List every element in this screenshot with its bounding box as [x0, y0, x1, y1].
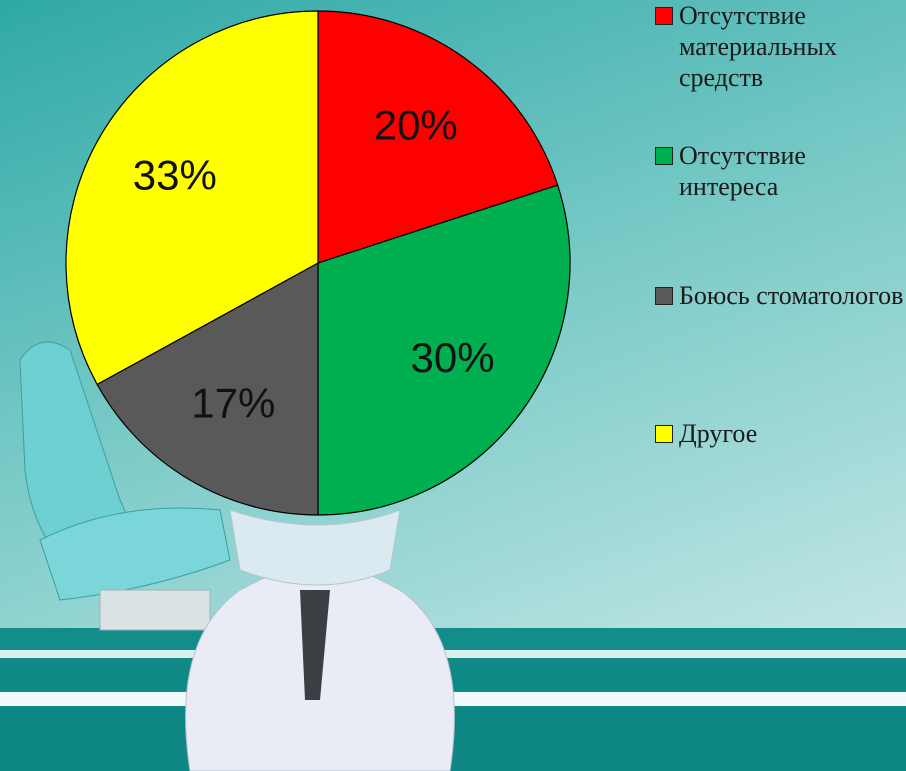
legend-swatch [655, 147, 673, 165]
slice-label: 17% [191, 379, 275, 426]
slide: 20% 30% 17% 33% Отсутствие материальных сре… [0, 0, 906, 771]
stripe [0, 650, 906, 658]
legend-item: Боюсь стоматологов [655, 280, 906, 311]
legend-swatch [655, 287, 673, 305]
legend-swatch [655, 425, 673, 443]
legend-label: Отсутствие материальных средств [679, 0, 904, 93]
slice-label: 20% [374, 102, 458, 149]
stripe [0, 628, 906, 650]
legend-item: Другое [655, 418, 906, 449]
legend-item: Отсутствие материальных средств [655, 0, 906, 93]
legend-label: Другое [679, 418, 904, 449]
legend-label: Отсутствие интереса [679, 140, 904, 202]
legend-item: Отсутствие интереса [655, 140, 906, 202]
legend-swatch [655, 7, 673, 25]
slice-label: 33% [133, 151, 217, 198]
chart: 20% 30% 17% 33% [0, 0, 906, 771]
legend-label: Боюсь стоматологов [679, 280, 904, 311]
slice-label: 30% [411, 334, 495, 381]
